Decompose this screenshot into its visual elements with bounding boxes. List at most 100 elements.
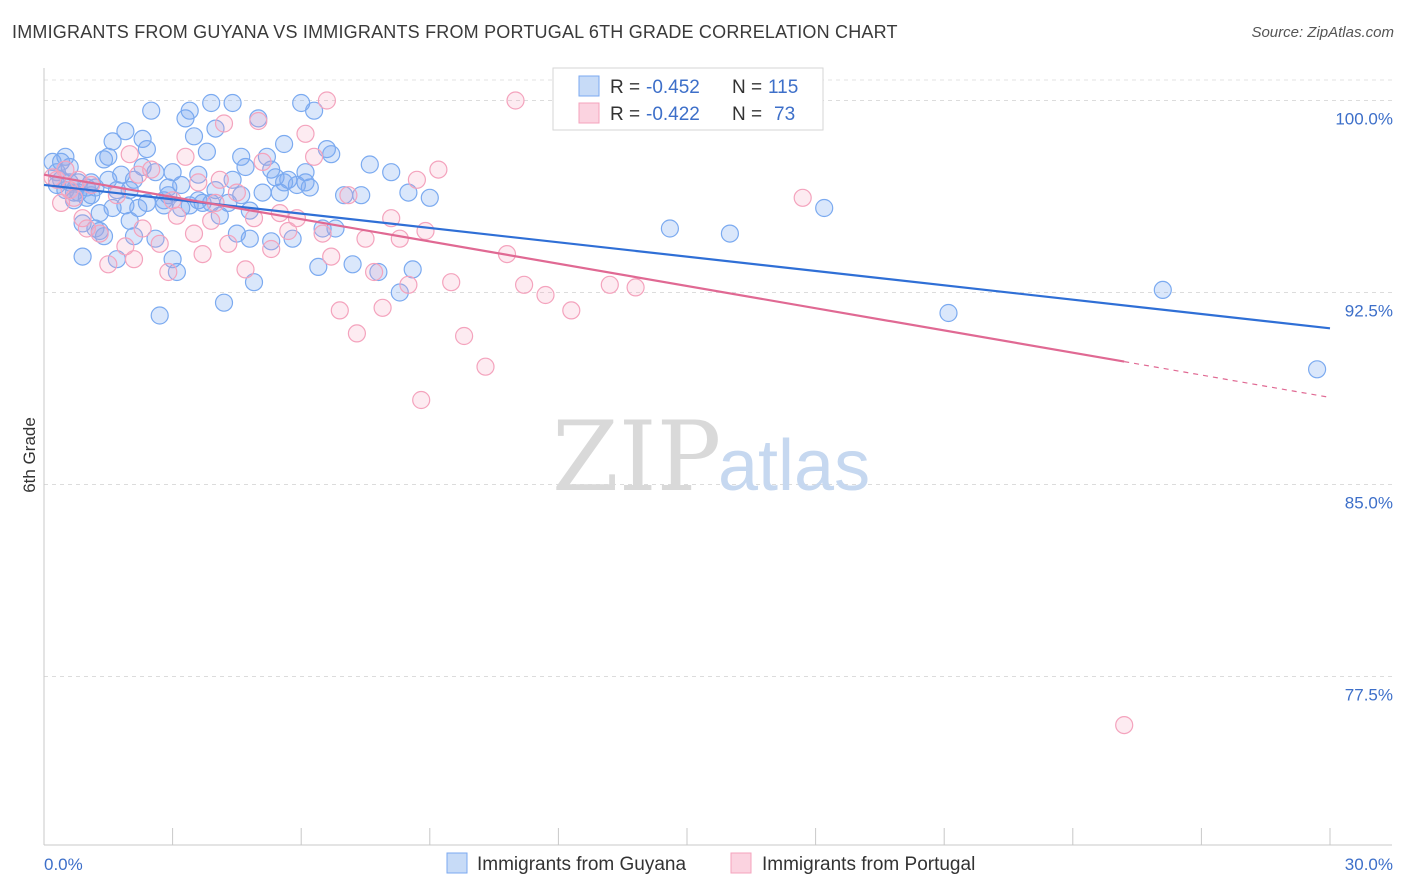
point-portugal [159, 262, 178, 282]
point-portugal [262, 239, 281, 259]
point-guyana [189, 165, 208, 184]
point-guyana [223, 93, 242, 113]
point-portugal [189, 173, 208, 192]
x-tick-labels: 0.0% 30.0% [44, 855, 1393, 874]
watermark-zip: ZIP [552, 401, 721, 513]
point-guyana [382, 163, 401, 182]
point-guyana [116, 122, 135, 141]
point-guyana [103, 132, 122, 151]
point-portugal [330, 301, 349, 320]
trend-line-portugal-extension [1124, 361, 1331, 399]
point-guyana [236, 157, 255, 177]
point-guyana [240, 229, 259, 248]
point-portugal [236, 260, 255, 279]
point-guyana [720, 224, 740, 243]
point-portugal [120, 145, 139, 164]
point-portugal [407, 170, 426, 189]
trend-lines [43, 173, 1331, 399]
point-guyana [369, 262, 388, 282]
point-portugal [116, 237, 135, 256]
stats-r-value-portugal: -0.422 [646, 104, 700, 125]
point-portugal [476, 357, 495, 376]
point-portugal [202, 211, 221, 230]
legend-label-guyana[interactable]: Immigrants from Guyana [477, 854, 686, 875]
y-tick-label: 77.5% [1345, 685, 1393, 704]
point-guyana [206, 119, 225, 138]
point-portugal [270, 204, 289, 223]
stats-swatch-portugal [578, 102, 600, 124]
legend-swatch-guyana[interactable] [446, 852, 468, 874]
point-guyana [137, 140, 156, 159]
point-portugal [429, 160, 448, 179]
point-guyana [202, 93, 221, 113]
point-portugal [167, 206, 186, 225]
y-axis-label: 6th Grade [20, 417, 39, 493]
point-portugal [305, 147, 324, 166]
stats-legend-box: R = -0.452 N = 115 R = -0.422 N = 73 [552, 67, 824, 131]
point-portugal [412, 390, 431, 410]
point-portugal [1115, 715, 1134, 735]
point-portugal [626, 278, 645, 297]
point-guyana [343, 255, 362, 274]
point-guyana [322, 145, 341, 164]
stats-swatch-guyana [578, 75, 600, 97]
point-portugal [442, 273, 461, 292]
point-portugal [506, 91, 525, 110]
point-portugal [210, 170, 229, 189]
chart-title: IMMIGRANTS FROM GUYANA VS IMMIGRANTS FRO… [12, 22, 898, 42]
point-portugal [356, 229, 375, 248]
trend-line-portugal [43, 173, 1125, 363]
point-guyana [150, 306, 169, 325]
point-portugal [184, 224, 204, 243]
y-tick-labels: 100.0% 92.5% 85.0% 77.5% [1335, 109, 1393, 704]
point-portugal [51, 193, 71, 212]
point-portugal [73, 209, 92, 228]
point-portugal [129, 165, 148, 184]
point-portugal [176, 147, 195, 166]
point-portugal [227, 183, 246, 202]
point-guyana [253, 183, 272, 202]
legend-label-portugal[interactable]: Immigrants from Portugal [762, 854, 975, 875]
point-portugal [296, 124, 315, 143]
x-tick-label-min: 0.0% [44, 855, 83, 874]
point-guyana [1307, 360, 1327, 379]
point-portugal [214, 114, 234, 133]
stats-r-value-guyana: -0.452 [646, 77, 700, 98]
stats-n-label-portugal: N = [732, 104, 762, 125]
chart-source: Source: ZipAtlas.com [1251, 24, 1394, 41]
stats-n-value-guyana: 115 [768, 77, 798, 98]
point-guyana [403, 260, 422, 279]
stats-n-value-portugal: 73 [774, 104, 795, 125]
point-portugal [150, 234, 169, 253]
point-guyana [137, 193, 156, 212]
point-portugal [279, 221, 298, 241]
point-portugal [124, 250, 144, 269]
x-tick-label-max: 30.0% [1345, 855, 1393, 874]
point-guyana [399, 183, 418, 202]
point-portugal [390, 229, 409, 248]
point-guyana [270, 183, 289, 202]
point-portugal [365, 262, 384, 282]
point-portugal [536, 285, 555, 305]
legend-swatch-portugal[interactable] [730, 852, 752, 874]
point-portugal [99, 255, 118, 274]
trend-line-guyana [43, 183, 1331, 330]
point-portugal [317, 91, 336, 110]
stats-n-label-guyana: N = [732, 77, 762, 98]
point-portugal [77, 219, 97, 238]
point-portugal [562, 301, 581, 320]
point-guyana [214, 293, 234, 312]
point-guyana [73, 247, 92, 266]
point-guyana [133, 129, 152, 148]
point-portugal [347, 324, 366, 343]
point-guyana [275, 173, 294, 192]
point-portugal [455, 326, 474, 346]
point-guyana [94, 150, 114, 169]
point-guyana [275, 134, 294, 154]
point-portugal [253, 152, 272, 171]
point-portugal [373, 298, 392, 317]
point-portugal [514, 275, 534, 294]
point-guyana [939, 303, 958, 323]
point-guyana [232, 147, 251, 166]
point-portugal [600, 275, 619, 294]
